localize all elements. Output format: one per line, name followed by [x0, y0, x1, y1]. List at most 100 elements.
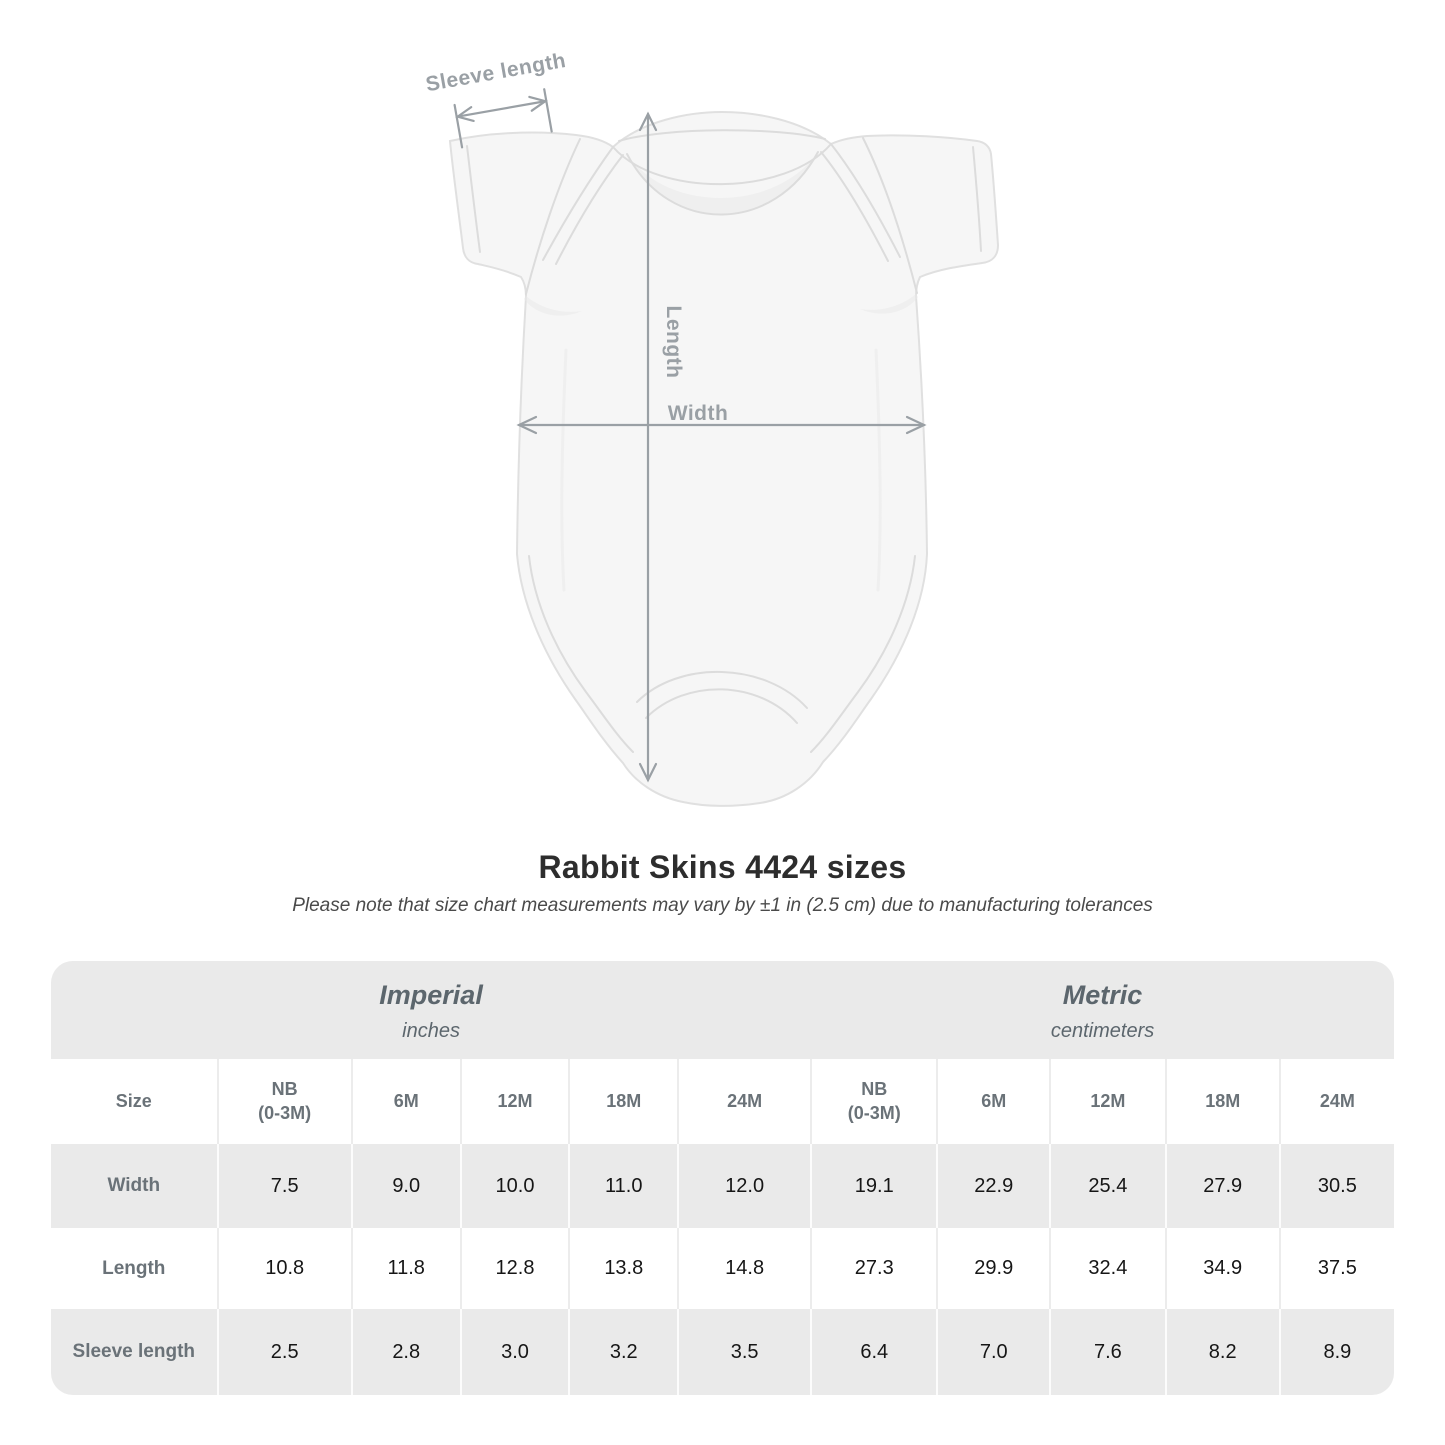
arrowhead-up-icon	[638, 111, 658, 132]
unit-subtitle: centimeters	[1050, 1019, 1155, 1042]
extent-tick-left	[453, 103, 464, 149]
table-cell: 7.6	[1049, 1309, 1166, 1395]
table-cell: 13.8	[568, 1228, 679, 1309]
size-diagram: Sleeve length Length Width	[424, 49, 1000, 807]
table-cell: 12.0	[677, 1144, 812, 1228]
armhole-seam-left	[525, 138, 581, 295]
table-cell: 8.9	[1278, 1309, 1394, 1395]
unit-subtitle: inches	[402, 1019, 460, 1042]
table-cell: 2.8	[350, 1309, 461, 1395]
table-cell: 9.0	[350, 1144, 461, 1228]
unit-name: Metric	[1062, 979, 1143, 1010]
underarm-shadow-left	[524, 296, 582, 316]
table-cell: 27.9	[1164, 1144, 1280, 1228]
table-cell: 37.5	[1278, 1228, 1394, 1309]
bodysuit-body	[448, 110, 1000, 807]
width-measure: Width	[516, 402, 927, 435]
neckband-outer-seam	[612, 143, 832, 186]
width-label: Width	[668, 402, 729, 425]
table-cell: 11.8	[350, 1228, 461, 1309]
table-cell: 3.0	[459, 1309, 570, 1395]
column-header-line: (0-3M)	[258, 1102, 312, 1123]
column-header-12m-metric: 12M	[1049, 1059, 1166, 1144]
column-header-nb-metric: NB (0-3M)	[810, 1059, 938, 1144]
table-cell: 22.9	[936, 1144, 1051, 1228]
lap-shoulder-right-inner	[820, 151, 889, 262]
arrowhead-down-icon	[638, 762, 658, 783]
bodysuit-diagram-svg: Sleeve length Length Width	[424, 49, 1000, 807]
column-header-line: 24M	[1319, 1090, 1355, 1111]
table-cell: 12.8	[459, 1228, 570, 1309]
column-header-nb-imperial: NB (0-3M)	[216, 1059, 352, 1144]
table-cell: 32.4	[1049, 1228, 1166, 1309]
column-header-line: (0-3M)	[847, 1102, 901, 1123]
table-cell: 29.9	[936, 1228, 1051, 1309]
column-header-12m-imperial: 12M	[459, 1059, 570, 1144]
column-header-line: 12M	[1090, 1090, 1126, 1111]
sleeve-length-arrow	[457, 100, 546, 118]
neck-shadow	[627, 152, 818, 215]
column-header-6m-metric: 6M	[936, 1059, 1051, 1144]
neckband-inner-seam	[626, 151, 819, 216]
table-cell: 7.0	[936, 1309, 1051, 1395]
column-header-line: NB	[861, 1079, 888, 1100]
column-header-24m-metric: 24M	[1278, 1059, 1394, 1144]
table-row-sleeve-length: Sleeve length 2.5 2.8 3.0 3.2 3.5 6.4 7.…	[51, 1309, 1394, 1395]
table-cell: 30.5	[1278, 1144, 1394, 1228]
table-cell: 2.5	[216, 1309, 352, 1395]
table-cell: 3.5	[677, 1309, 812, 1395]
column-header-line: 18M	[1205, 1090, 1241, 1111]
column-header-line: 12M	[497, 1090, 533, 1111]
table-cell: 10.0	[459, 1144, 570, 1228]
leg-binding-left	[528, 555, 634, 753]
table-cell: 6.4	[810, 1309, 938, 1395]
table-cell: 7.5	[216, 1144, 352, 1228]
table-cell: 3.2	[568, 1309, 679, 1395]
lap-shoulder-right-outer	[830, 143, 901, 258]
crotch-flap-outer-seam	[636, 670, 808, 709]
back-collar-seam	[618, 129, 826, 142]
table-cell: 11.0	[568, 1144, 679, 1228]
crotch-flap-inner-seam	[645, 688, 798, 724]
cuff-seam-right	[972, 146, 982, 252]
column-header-6m-imperial: 6M	[350, 1059, 461, 1144]
underarm-shadow-right	[860, 294, 918, 314]
column-header-line: 24M	[727, 1090, 763, 1111]
lap-shoulder-left-outer	[542, 146, 614, 261]
column-header-row: Size NB (0-3M) 6M 12M 18M	[51, 1059, 1394, 1144]
row-label: Length	[51, 1228, 218, 1309]
unit-group-metric: Metric centimeters	[811, 961, 1394, 1059]
column-header-line: 6M	[393, 1090, 419, 1111]
size-table: Imperial inches Metric centimeters Size …	[51, 961, 1394, 1395]
row-label: Sleeve length	[51, 1309, 218, 1395]
lap-shoulder-left-inner	[555, 154, 624, 265]
unit-name: Imperial	[379, 979, 483, 1010]
size-column-header: Size	[51, 1059, 218, 1144]
table-cell: 27.3	[810, 1228, 938, 1309]
sleeve-length-label: Sleeve length	[424, 49, 568, 96]
length-label: Length	[662, 306, 685, 379]
table-cell: 25.4	[1049, 1144, 1166, 1228]
column-header-line: NB	[271, 1079, 298, 1100]
tolerance-note: Please note that size chart measurements…	[292, 895, 1153, 916]
row-label: Width	[51, 1144, 218, 1228]
table-cell: 10.8	[216, 1228, 352, 1309]
column-header-line: 18M	[606, 1090, 642, 1111]
table-row-width: Width 7.5 9.0 10.0 11.0 12.0 19.1 22.9 2…	[51, 1144, 1394, 1228]
leg-binding-right	[810, 555, 916, 753]
cuff-seam-left	[466, 145, 481, 253]
column-header-line: 6M	[981, 1090, 1007, 1111]
table-cell: 14.8	[677, 1228, 812, 1309]
table-cell: 8.2	[1164, 1309, 1280, 1395]
torso-crease-right	[874, 348, 882, 592]
bodysuit-illustration	[448, 110, 1000, 807]
size-chart-table: Imperial inches Metric centimeters Size …	[51, 961, 1394, 1395]
table-cell: 34.9	[1164, 1228, 1280, 1309]
extent-tick-right	[543, 88, 553, 133]
column-header-18m-imperial: 18M	[568, 1059, 679, 1144]
torso-crease-left	[560, 348, 568, 592]
column-header-24m-imperial: 24M	[677, 1059, 812, 1144]
table-row-length: Length 10.8 11.8 12.8 13.8 14.8 27.3 29.…	[51, 1228, 1394, 1309]
table-cell: 19.1	[810, 1144, 938, 1228]
